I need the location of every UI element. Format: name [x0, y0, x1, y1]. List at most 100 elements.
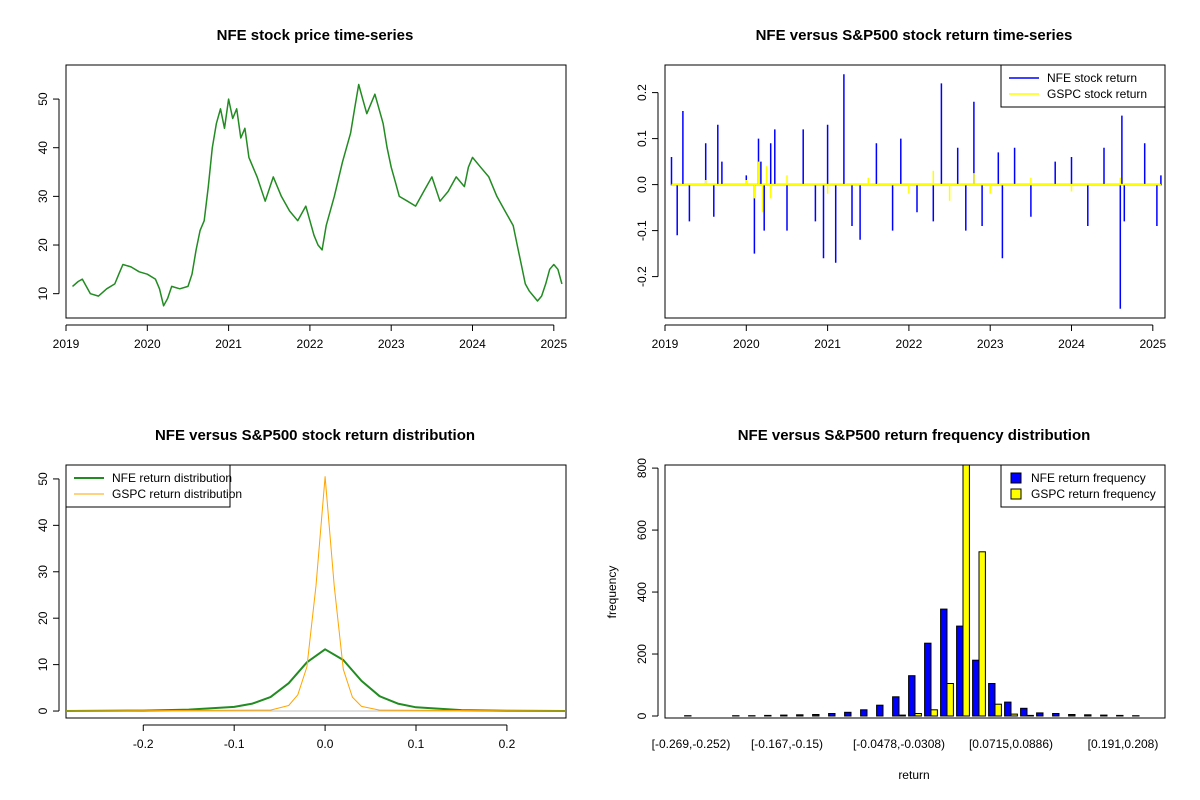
hist-bar-0: [1100, 714, 1108, 717]
returns-chart-title: NFE versus S&P500 stock return time-seri…: [756, 27, 1073, 44]
hist-x-tick-label: [0.191,0.208): [1088, 737, 1159, 751]
hist-bar-1: [930, 709, 938, 717]
hist-bar-0: [908, 675, 916, 717]
density-axes: -0.2 -0.1 0.0 0.1 0.2 0 10 20 30 40 50: [36, 472, 515, 751]
hist-bar-1: [914, 713, 922, 717]
hist-bar-0: [940, 608, 948, 717]
returns-x-tick-label: 2025: [1139, 337, 1166, 351]
hist-x-tick-label: [-0.0478,-0.0308): [853, 737, 945, 751]
density-y-tick-label: 30: [36, 565, 50, 579]
hist-bar-0: [1116, 714, 1124, 717]
hist-bar-0: [956, 625, 964, 717]
hist-bar-0: [860, 709, 868, 717]
density-y-tick-label: 10: [36, 658, 50, 672]
returns-x-tick-label: 2022: [896, 337, 923, 351]
hist-bar-1: [898, 714, 906, 717]
returns-x-tick-label: 2023: [977, 337, 1004, 351]
price-x-tick-label: 2023: [378, 337, 405, 351]
hist-legend-label: GSPC return frequency: [1031, 487, 1156, 501]
density-y-tick-label: 40: [36, 518, 50, 532]
returns-x-tick-label: 2020: [733, 337, 760, 351]
hist-bar-0: [1020, 707, 1028, 717]
hist-x-tick-label: [-0.269,-0.252): [652, 737, 731, 751]
returns-y-tick-label: 0.2: [635, 84, 649, 101]
price-x-tick-label: 2022: [297, 337, 324, 351]
hist-x-tick-label: [-0.167,-0.15): [751, 737, 823, 751]
hist-chart-title: NFE versus S&P500 return frequency distr…: [738, 427, 1091, 444]
price-x-tick-label: 2021: [215, 337, 242, 351]
density-plot-frame: [65, 464, 567, 719]
returns-y-tick-label: -0.2: [635, 266, 649, 287]
returns-y-tick-label: -0.1: [635, 220, 649, 241]
density-x-tick-label: 0.0: [317, 737, 334, 751]
hist-x-axis-label: return: [898, 768, 929, 782]
hist-legend-swatch: [1010, 472, 1022, 484]
price-chart-title: NFE stock price time-series: [217, 27, 414, 44]
hist-bar-0: [796, 714, 804, 717]
hist-bar-0: [1068, 714, 1076, 717]
density-legend-box: [65, 464, 231, 508]
density-legend: NFE return distribution GSPC return distr…: [65, 464, 242, 508]
hist-bar-0: [892, 696, 900, 717]
hist-legend-box: [1000, 464, 1166, 508]
price-y-tick-label: 40: [36, 141, 50, 155]
hist-legend-swatch: [1010, 488, 1022, 500]
hist-bar-0: [972, 659, 980, 717]
returns-series: [670, 74, 1162, 309]
density-legend-label: GSPC return distribution: [112, 487, 242, 501]
density-x-tick-label: -0.2: [133, 737, 154, 751]
returns-y-tick-label: 0.0: [635, 176, 649, 193]
density-x-tick-label: -0.1: [224, 737, 245, 751]
price-panel: NFE stock price time-series 2019 2020 2021…: [36, 27, 567, 351]
density-x-tick-label: 0.1: [408, 737, 425, 751]
returns-series-line-1: [671, 161, 1161, 213]
returns-x-tick-label: 2021: [814, 337, 841, 351]
hist-y-axis-label: frequency: [605, 566, 619, 619]
hist-bar-1: [946, 683, 954, 717]
hist-y-tick-label: 600: [635, 520, 649, 540]
hist-bar-0: [1004, 701, 1012, 717]
density-series: [65, 476, 567, 712]
density-panel: NFE versus S&P500 stock return distribut…: [36, 427, 567, 751]
price-y-tick-label: 20: [36, 238, 50, 252]
price-x-tick-label: 2019: [53, 337, 80, 351]
returns-x-tick-label: 2019: [652, 337, 679, 351]
hist-y-tick-label: 200: [635, 644, 649, 664]
hist-bar-0: [828, 713, 836, 717]
hist-panel: NFE versus S&P500 return frequency distr…: [605, 427, 1166, 782]
price-x-tick-label: 2024: [459, 337, 486, 351]
returns-series-line-0: [670, 74, 1162, 309]
density-x-tick-label: 0.2: [499, 737, 516, 751]
hist-plot-frame: [664, 464, 1166, 719]
hist-bar-0: [1084, 714, 1092, 717]
hist-bar-0: [924, 642, 932, 717]
price-axes: 2019 2020 2021 2022 2023 2024 2025 10 20 30 40 50: [36, 92, 567, 351]
hist-bars: [684, 464, 1140, 717]
price-plot-frame: [65, 64, 567, 319]
hist-bar-1: [962, 464, 970, 717]
returns-legend: NFE stock return GSPC stock return: [1000, 64, 1166, 108]
density-y-tick-label: 50: [36, 472, 50, 486]
hist-bar-0: [1036, 712, 1044, 717]
price-x-tick-label: 2025: [540, 337, 567, 351]
price-series: [72, 83, 563, 307]
returns-y-tick-label: 0.1: [635, 130, 649, 147]
returns-panel: NFE versus S&P500 stock return time-seri…: [635, 27, 1166, 351]
hist-bar-0: [1052, 713, 1060, 717]
hist-bar-1: [994, 703, 1002, 717]
hist-bar-0: [988, 683, 996, 717]
density-legend-label: NFE return distribution: [112, 471, 232, 485]
hist-bar-1: [978, 551, 986, 717]
returns-x-tick-label: 2024: [1058, 337, 1085, 351]
hist-y-tick-label: 800: [635, 458, 649, 478]
hist-bar-0: [812, 714, 820, 717]
hist-legend-label: NFE return frequency: [1031, 471, 1146, 485]
hist-bar-0: [876, 704, 884, 717]
hist-legend: NFE return frequency GSPC return frequenc…: [1000, 464, 1166, 508]
returns-plot-frame: [664, 64, 1166, 319]
density-series-line-1: [65, 476, 567, 712]
returns-legend-box: [1000, 64, 1166, 108]
density-chart-title: NFE versus S&P500 stock return distribut…: [155, 427, 475, 444]
density-series-line-0: [65, 648, 567, 712]
returns-legend-label: GSPC stock return: [1047, 87, 1147, 101]
